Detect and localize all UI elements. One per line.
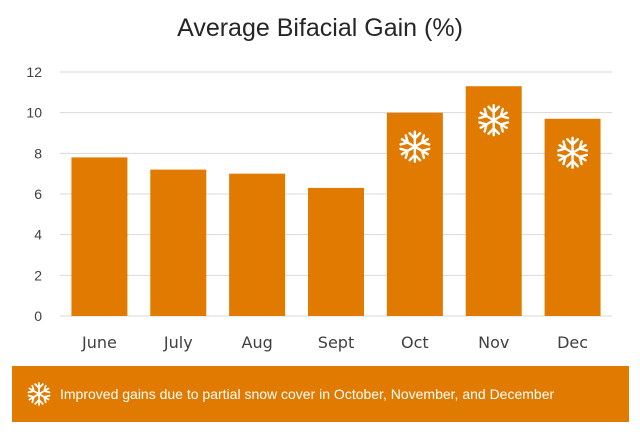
x-tick-label: July bbox=[163, 333, 193, 352]
bar-aug bbox=[229, 173, 286, 316]
footnote-text: Improved gains due to partial snow cover… bbox=[60, 386, 555, 402]
y-tick-label: 6 bbox=[34, 186, 42, 202]
snowflake-icon bbox=[478, 104, 510, 137]
bar-june bbox=[71, 157, 128, 316]
footnote-banner: Improved gains due to partial snow cover… bbox=[12, 366, 629, 422]
y-tick-label: 0 bbox=[34, 308, 42, 324]
chart-title: Average Bifacial Gain (%) bbox=[177, 14, 463, 42]
y-tick-label: 4 bbox=[34, 227, 42, 243]
bar-chart: 0 2 4 6 8 10 12 June July Aug Sept Oct Nov Dec bbox=[26, 64, 612, 352]
x-tick-label: June bbox=[81, 333, 117, 352]
snowflake-icon bbox=[399, 130, 431, 163]
x-tick-label: Sept bbox=[318, 333, 354, 352]
x-tick-label: Aug bbox=[242, 333, 273, 352]
snowflake-icon-shape bbox=[27, 382, 51, 406]
y-tick-label: 10 bbox=[26, 105, 42, 121]
bar-july bbox=[150, 169, 207, 316]
bar-sept bbox=[308, 187, 364, 316]
snowflake-icon bbox=[557, 136, 589, 169]
y-tick-label: 12 bbox=[26, 64, 42, 80]
snowflake-icon bbox=[27, 382, 51, 406]
x-tick-label: Oct bbox=[401, 333, 429, 352]
x-tick-label: Dec bbox=[557, 333, 588, 352]
y-tick-label: 8 bbox=[34, 145, 42, 161]
x-tick-label: Nov bbox=[478, 333, 509, 352]
y-tick-label: 2 bbox=[34, 267, 42, 283]
